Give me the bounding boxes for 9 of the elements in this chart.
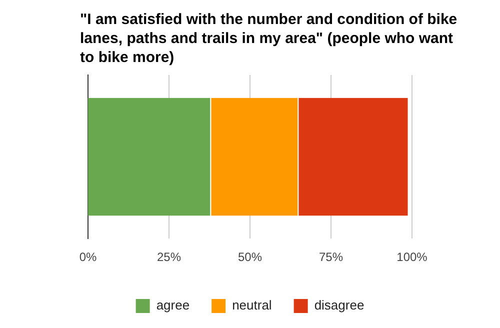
legend-label: agree [156, 298, 190, 313]
x-tick-label: 100% [396, 250, 428, 264]
x-tick-label: 0% [79, 250, 97, 264]
legend-label: neutral [232, 298, 272, 313]
legend-label: disagree [314, 298, 364, 313]
x-tick-label: 75% [318, 250, 344, 264]
chart-title: "I am satisfied with the number and condition of bike lanes, paths and trails in my area" (people who want to bike more) [80, 10, 458, 67]
x-tick-label: 50% [238, 250, 262, 264]
x-tick-label: 25% [156, 250, 182, 264]
